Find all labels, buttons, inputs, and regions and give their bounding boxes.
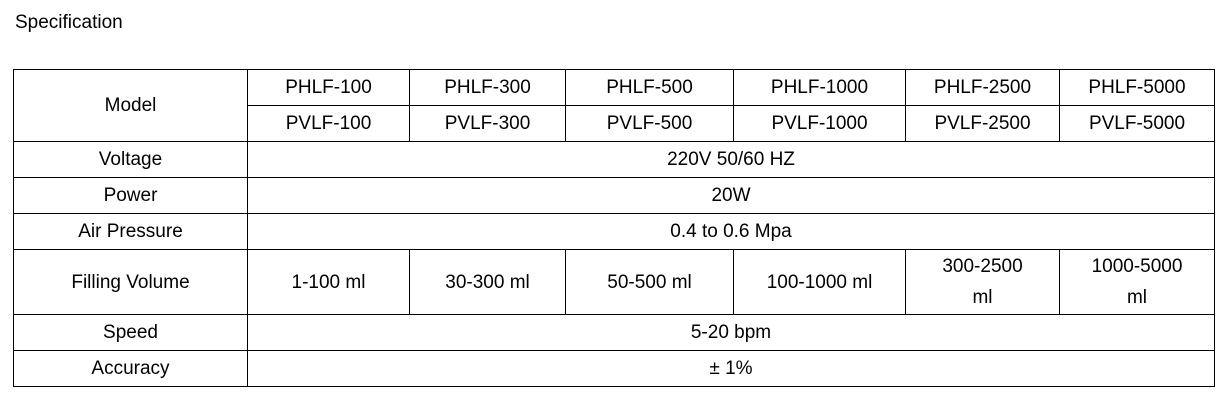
value-cell: ± 1% xyxy=(247,350,1215,387)
table-row: PVLF-100 PVLF-300 PVLF-500 PVLF-1000 PVLF-25… xyxy=(14,105,1215,142)
model-cell: PVLF-500 xyxy=(565,105,734,142)
value-cell: 100-1000 ml xyxy=(733,249,906,315)
table-row: Model PHLF-100 PHLF-300 PHLF-500 PHLF-1000 PH… xyxy=(13,69,1215,142)
model-cell: PVLF-300 xyxy=(409,105,566,142)
value-cell: 220V 50/60 HZ xyxy=(247,141,1215,178)
value-cell: 50-500 ml xyxy=(565,249,734,315)
model-cell: PHLF-1000 xyxy=(733,69,906,106)
model-cell: PHLF-300 xyxy=(409,69,566,106)
value-cell: 0.4 to 0.6 Mpa xyxy=(247,213,1215,250)
value-cell: 300-2500 ml xyxy=(905,249,1060,315)
value-cell: 20W xyxy=(247,177,1215,214)
row-label: Power xyxy=(13,177,248,214)
row-label: Speed xyxy=(13,314,248,351)
value-cell: 30-300 ml xyxy=(409,249,566,315)
row-label: Filling Volume xyxy=(13,249,248,315)
cell-text: 1000-5000 ml xyxy=(1091,256,1183,308)
row-label: Voltage xyxy=(13,141,248,178)
model-cell: PHLF-500 xyxy=(565,69,734,106)
heading: Specification xyxy=(15,12,123,33)
row-label: Model xyxy=(13,69,248,142)
value-cell: 1-100 ml xyxy=(247,249,410,315)
table-row: Accuracy ± 1% xyxy=(13,350,1215,387)
model-cell: PHLF-100 xyxy=(247,69,410,106)
cell-text: 300-2500 ml xyxy=(942,256,1023,308)
table-row: Speed 5-20 bpm xyxy=(13,314,1215,351)
model-cell: PVLF-5000 xyxy=(1059,105,1215,142)
spec-table: Model PHLF-100 PHLF-300 PHLF-500 PHLF-1000 PH… xyxy=(13,69,1215,387)
model-cell: PHLF-2500 xyxy=(905,69,1060,106)
model-cell: PVLF-100 xyxy=(247,105,410,142)
model-cell: PVLF-2500 xyxy=(905,105,1060,142)
model-cell: PVLF-1000 xyxy=(733,105,906,142)
value-cell: 5-20 bpm xyxy=(247,314,1215,351)
table-body: Model PHLF-100 PHLF-300 PHLF-500 PHLF-1000 PH… xyxy=(13,69,1215,387)
model-cell: PHLF-5000 xyxy=(1059,69,1215,106)
value-cell: 1000-5000 ml xyxy=(1059,249,1215,315)
table-row: Power 20W xyxy=(13,177,1215,214)
row-label: Accuracy xyxy=(13,350,248,387)
table-row: Voltage 220V 50/60 HZ xyxy=(13,141,1215,178)
table-row: Filling Volume 1-100 ml 30-300 ml 50-500 ml… xyxy=(13,249,1215,315)
table-row: Air Pressure 0.4 to 0.6 Mpa xyxy=(13,213,1215,250)
row-label: Air Pressure xyxy=(13,213,248,250)
